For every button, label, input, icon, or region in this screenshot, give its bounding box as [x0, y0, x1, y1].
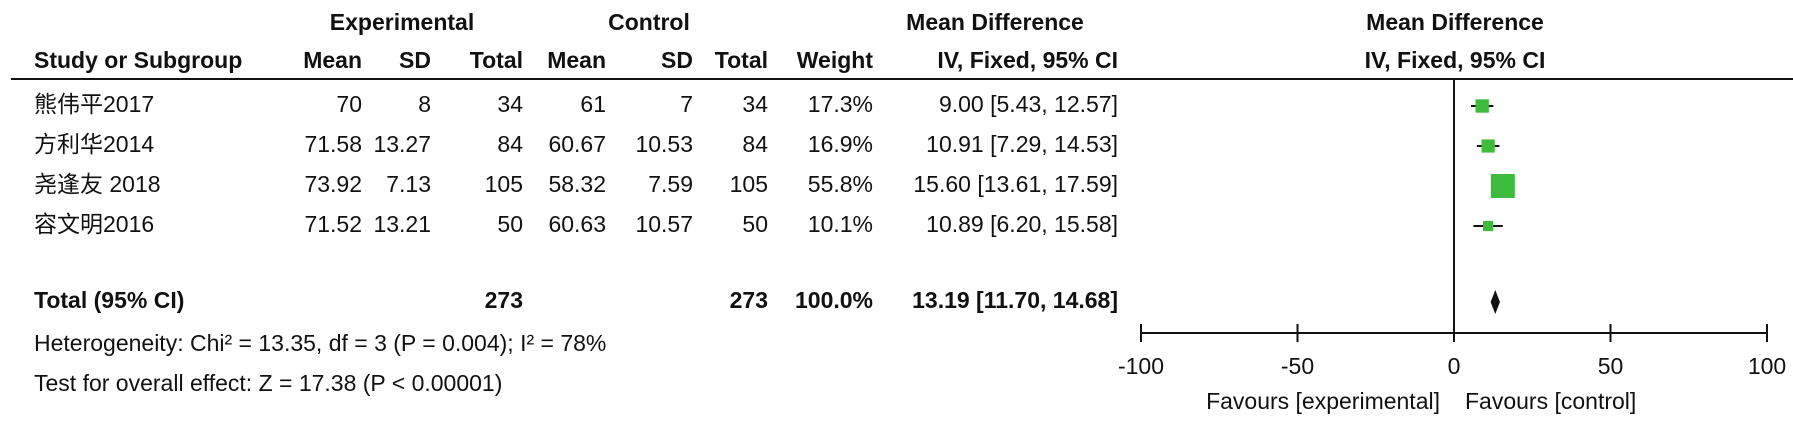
ci-label: 10.89 [6.20, 15.58]: [926, 211, 1118, 237]
exp-sd: 13.27: [373, 131, 431, 157]
ctl-total: 105: [730, 171, 768, 197]
ctl-total: 50: [742, 211, 768, 237]
column-header: Weight: [797, 47, 874, 73]
exp-total: 84: [497, 131, 523, 157]
exp-total: 34: [497, 91, 523, 117]
weight-label: 10.1%: [808, 211, 873, 237]
favours-right: Favours [control]: [1465, 388, 1636, 414]
group-header: Mean Difference: [906, 9, 1084, 35]
x-tick-label: 100: [1748, 353, 1786, 379]
exp-total: 50: [497, 211, 523, 237]
column-header: Mean: [303, 47, 362, 73]
ctl-mean: 61: [580, 91, 606, 117]
weight-label: 55.8%: [808, 171, 873, 197]
ctl-mean: 60.67: [548, 131, 606, 157]
exp-sd: 7.13: [386, 171, 431, 197]
exp-mean: 71.52: [304, 211, 362, 237]
group-header: Experimental: [330, 9, 474, 35]
total-ci-label: 13.19 [11.70, 14.68]: [912, 287, 1118, 313]
weight-label: 16.9%: [808, 131, 873, 157]
column-header: Total: [470, 47, 523, 73]
overall-effect: Test for overall effect: Z = 17.38 (P < …: [34, 370, 502, 396]
total-exp-total: 273: [485, 287, 523, 313]
x-tick-label: -100: [1118, 353, 1164, 379]
exp-sd: 13.21: [373, 211, 431, 237]
ctl-total: 84: [742, 131, 768, 157]
column-header: Mean: [547, 47, 606, 73]
name: 尧逢友 2018: [34, 171, 161, 197]
group-header: Mean Difference: [1366, 9, 1544, 35]
effect-square: [1490, 174, 1515, 198]
name: 熊伟平2017: [34, 91, 154, 117]
favours-left: Favours [experimental]: [1206, 388, 1440, 414]
effect-square: [1481, 139, 1495, 153]
total-diamond: [1490, 290, 1500, 314]
heterogeneity: Heterogeneity: Chi² = 13.35, df = 3 (P =…: [34, 330, 606, 356]
ci-label: 15.60 [13.61, 17.59]: [913, 171, 1118, 197]
x-tick-label: 50: [1598, 353, 1624, 379]
ctl-sd: 10.53: [635, 131, 693, 157]
column-header: IV, Fixed, 95% CI: [1365, 47, 1546, 73]
effect-square: [1482, 220, 1494, 232]
ctl-total: 34: [742, 91, 768, 117]
column-header: SD: [661, 47, 693, 73]
effect-square: [1475, 99, 1489, 113]
ctl-sd: 10.57: [635, 211, 693, 237]
column-header: IV, Fixed, 95% CI: [937, 47, 1118, 73]
ctl-sd: 7: [680, 91, 693, 117]
name: 容文明2016: [34, 211, 154, 237]
column-header: SD: [399, 47, 431, 73]
column-header: Total: [715, 47, 768, 73]
total-ctl-total: 273: [730, 287, 768, 313]
ctl-mean: 58.32: [548, 171, 606, 197]
total-weight-label: 100.0%: [795, 287, 873, 313]
ctl-mean: 60.63: [548, 211, 606, 237]
group-header: Control: [608, 9, 690, 35]
exp-sd: 8: [418, 91, 431, 117]
x-tick-label: 0: [1448, 353, 1461, 379]
x-tick-label: -50: [1281, 353, 1314, 379]
ci-label: 10.91 [7.29, 14.53]: [926, 131, 1118, 157]
total-name: Total (95% CI): [34, 287, 184, 313]
ctl-sd: 7.59: [648, 171, 693, 197]
exp-mean: 71.58: [304, 131, 362, 157]
column-header: Study or Subgroup: [34, 47, 242, 73]
ci-label: 9.00 [5.43, 12.57]: [939, 91, 1118, 117]
exp-mean: 70: [336, 91, 362, 117]
weight-label: 17.3%: [808, 91, 873, 117]
exp-total: 105: [485, 171, 523, 197]
exp-mean: 73.92: [304, 171, 362, 197]
name: 方利华2014: [34, 131, 154, 157]
